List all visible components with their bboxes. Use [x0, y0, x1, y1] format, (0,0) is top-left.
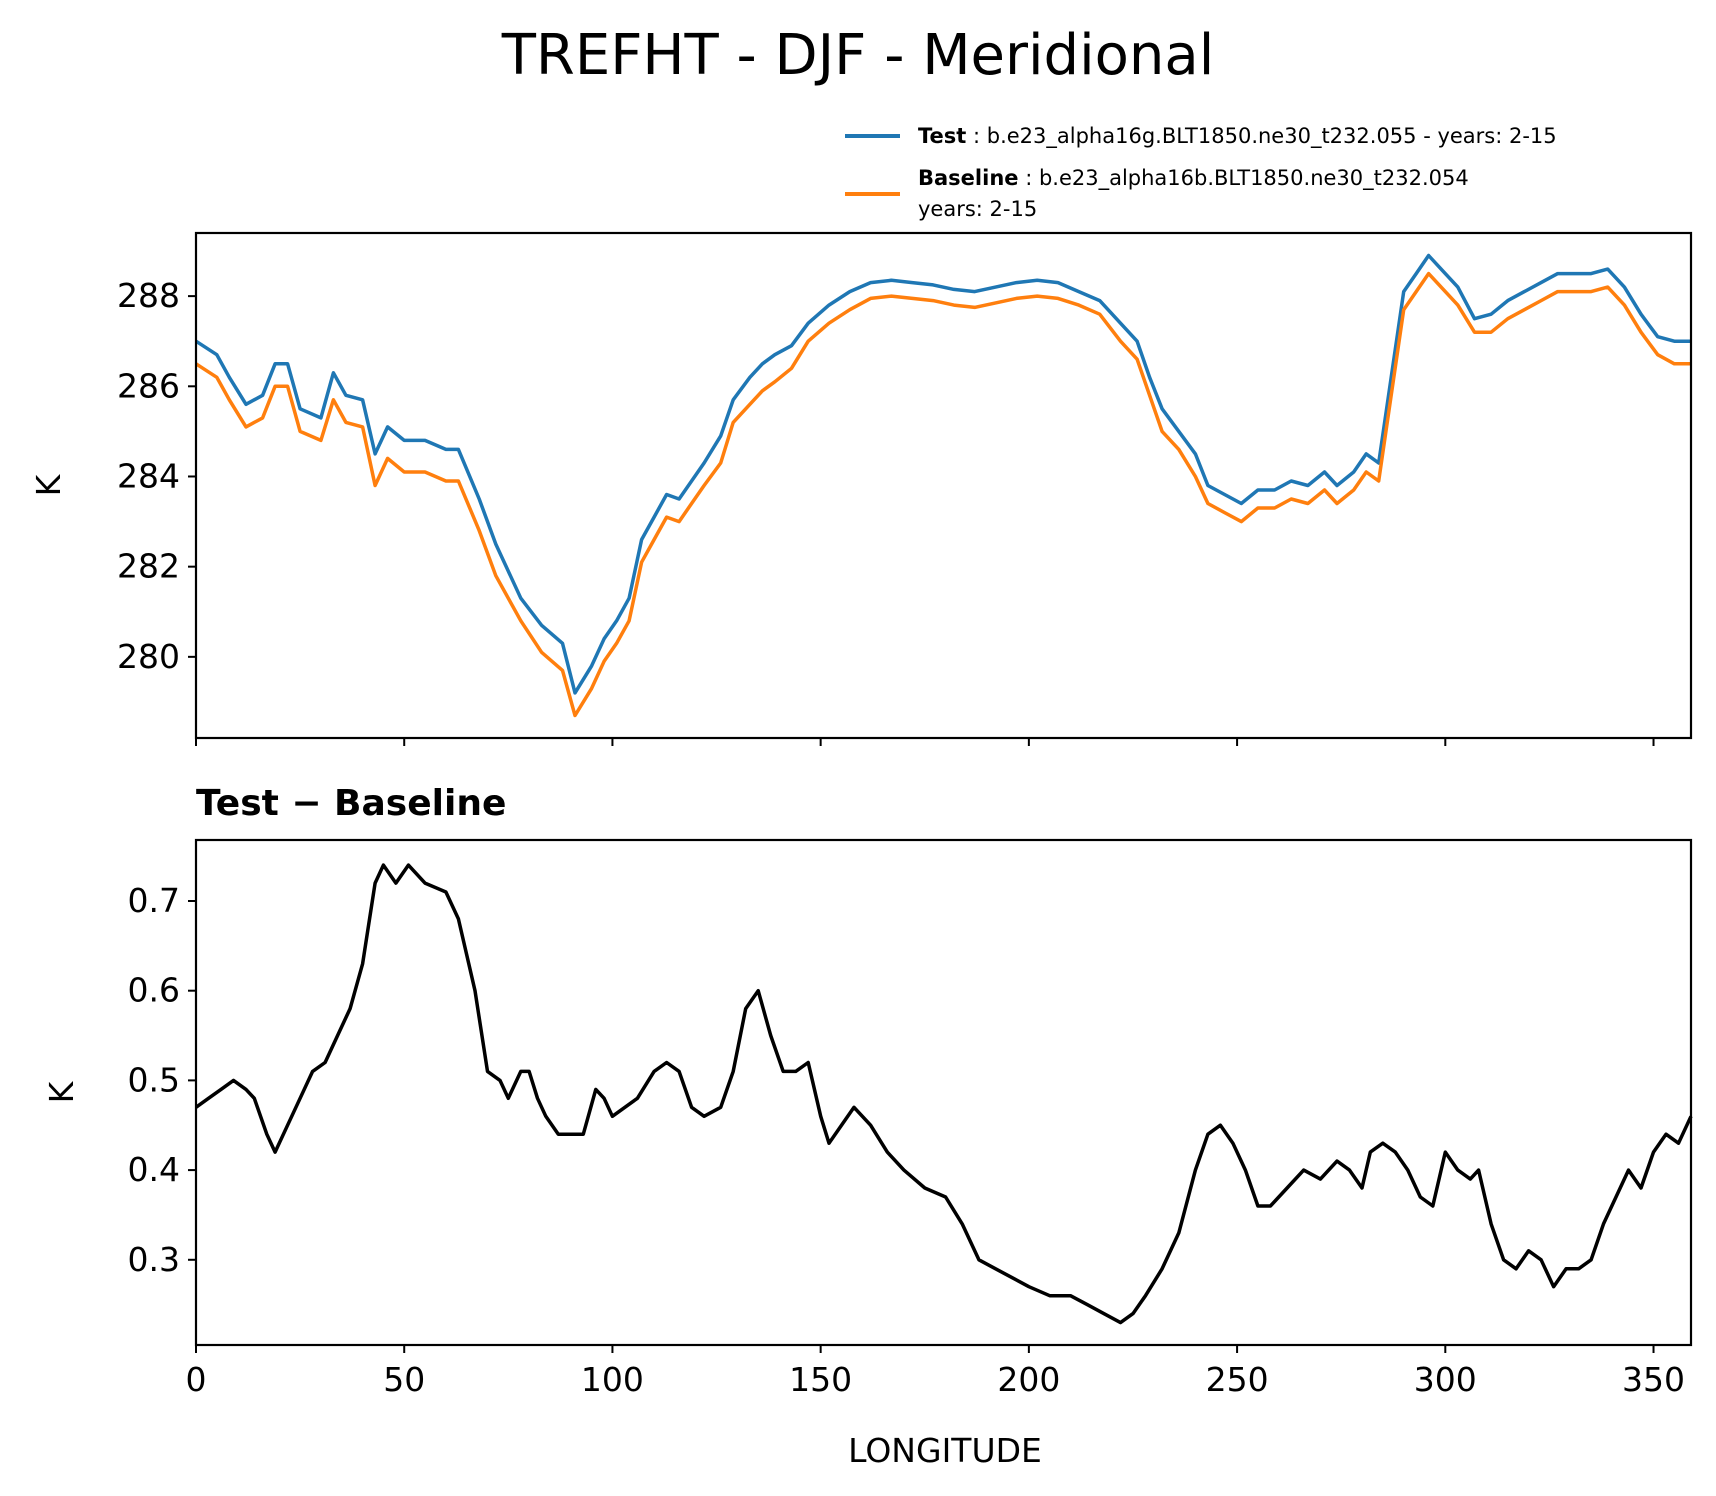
- difference-panel-title: Test − Baseline: [196, 783, 506, 824]
- diff-x-tick-label: 250: [1206, 1360, 1269, 1399]
- bottom-panel: 0.3 0.4 0.5 0.6 0.7 0 50 100 150 200 250 300 350 K: [42, 838, 1693, 1399]
- diff-x-tick-label: 150: [789, 1360, 852, 1399]
- top-y-tick-label: 280: [117, 637, 180, 676]
- diff-y-tick-label: 0.5: [128, 1060, 180, 1099]
- diff-x-tick-label: 0: [186, 1360, 207, 1399]
- top-y-axis-label: K: [29, 473, 68, 496]
- diff-axes-frame: [194, 838, 1693, 1347]
- legend-baseline-bold: Baseline: [918, 166, 1019, 190]
- top-series-baseline-line: [195, 271, 1691, 718]
- top-series-test-line: [195, 253, 1691, 695]
- diff-series-test-baseline-line: [194, 863, 1693, 1325]
- diff-y-tick-label: 0.3: [128, 1240, 180, 1279]
- diff-y-tick-label: 0.7: [128, 881, 180, 920]
- diff-x-tick-label: 200: [997, 1360, 1060, 1399]
- top-panel: 280 282 284 286 288 K: [29, 231, 1693, 746]
- diff-x-tick-label: 350: [1622, 1360, 1685, 1399]
- legend-baseline-label: Baseline : b.e23_alpha16b.BLT1850.ne30_t…: [918, 166, 1469, 191]
- top-y-tick-label: 284: [117, 456, 180, 495]
- top-y-tick-label: 288: [117, 276, 180, 315]
- legend-baseline-text: : b.e23_alpha16b.BLT1850.ne30_t232.054: [1019, 166, 1469, 191]
- legend-test-text: : b.e23_alpha16g.BLT1850.ne30_t232.055 -…: [966, 124, 1556, 149]
- legend: Test : b.e23_alpha16g.BLT1850.ne30_t232.…: [845, 124, 1557, 221]
- top-y-tick-label: 286: [117, 366, 180, 405]
- diff-y-axis-label: K: [42, 1080, 81, 1103]
- diff-x-tick-label: 300: [1414, 1360, 1477, 1399]
- top-y-tick-label: 282: [117, 547, 180, 586]
- legend-test-label: Test : b.e23_alpha16g.BLT1850.ne30_t232.…: [918, 124, 1557, 149]
- figure-title: TREFHT - DJF - Meridional: [501, 23, 1215, 88]
- diff-y-tick-label: 0.4: [128, 1150, 180, 1189]
- top-axes-frame: [194, 231, 1693, 740]
- legend-test-bold: Test: [918, 124, 966, 148]
- x-axis-label: LONGITUDE: [848, 1431, 1042, 1470]
- legend-baseline-line2: years: 2-15: [918, 197, 1037, 221]
- diff-x-tick-label: 50: [383, 1360, 425, 1399]
- diff-x-tick-label: 100: [581, 1360, 644, 1399]
- diff-y-tick-label: 0.6: [128, 971, 180, 1010]
